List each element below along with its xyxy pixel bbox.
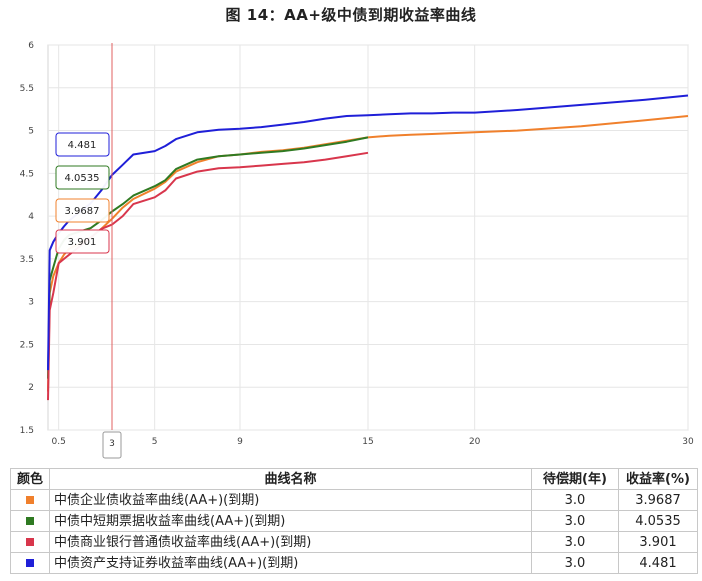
cursor-x-label: 3 xyxy=(109,439,115,449)
y-tick-label: 2.5 xyxy=(20,340,34,350)
color-swatch xyxy=(26,558,34,567)
y-tick-label: 5.5 xyxy=(20,84,34,94)
y-tick-label: 3.5 xyxy=(20,255,34,265)
y-tick-label: 6 xyxy=(28,41,34,51)
tooltip-value: 4.481 xyxy=(68,140,97,151)
y-tick-label: 5 xyxy=(28,127,34,137)
x-tick-label: 20 xyxy=(469,437,481,447)
y-tick-label: 4.5 xyxy=(20,169,34,179)
y-tick-label: 4 xyxy=(28,212,34,222)
x-tick-label: 0.5 xyxy=(52,437,66,447)
y-tick-label: 1.5 xyxy=(20,426,34,436)
x-tick-label: 30 xyxy=(682,437,694,447)
tooltip-box xyxy=(55,165,110,190)
color-swatch xyxy=(26,495,34,504)
tooltip-box xyxy=(55,132,110,157)
curve-name: 中债商业银行普通债收益率曲线(AA+)(到期) xyxy=(49,531,532,553)
table-row[interactable]: 中债企业债收益率曲线(AA+)(到期) 3.0 3.9687 xyxy=(10,489,698,511)
yield-value: 3.901 xyxy=(618,531,698,553)
table-row[interactable]: 中债中短期票据收益率曲线(AA+)(到期) 3.0 4.0535 xyxy=(10,510,698,532)
tooltip-value: 3.901 xyxy=(68,237,97,248)
y-tick-label: 3 xyxy=(28,298,34,308)
yield-value: 4.481 xyxy=(618,552,698,574)
cursor-x-label-box xyxy=(102,431,122,459)
header-yield: 收益率(%) xyxy=(618,468,698,490)
tooltip-value: 3.9687 xyxy=(65,206,100,217)
table-header-row: 颜色 曲线名称 待偿期(年) 收益率(%) xyxy=(10,468,698,490)
yield-value: 3.9687 xyxy=(618,489,698,511)
tooltip-box xyxy=(55,198,110,223)
series-line xyxy=(47,151,369,401)
curve-name: 中债资产支持证券收益率曲线(AA+)(到期) xyxy=(49,552,532,574)
term-value: 3.0 xyxy=(531,552,619,574)
header-color: 颜色 xyxy=(10,468,50,490)
term-value: 3.0 xyxy=(531,510,619,532)
curve-table: 颜色 曲线名称 待偿期(年) 收益率(%) 中债企业债收益率曲线(AA+)(到期… xyxy=(10,468,698,574)
header-term: 待偿期(年) xyxy=(531,468,619,490)
table-row[interactable]: 中债商业银行普通债收益率曲线(AA+)(到期) 3.0 3.901 xyxy=(10,531,698,553)
term-value: 3.0 xyxy=(531,531,619,553)
tooltip-box xyxy=(55,229,110,254)
header-curve-name: 曲线名称 xyxy=(49,468,532,490)
yield-value: 4.0535 xyxy=(618,510,698,532)
y-tick-label: 2 xyxy=(28,383,34,393)
curve-name: 中债中短期票据收益率曲线(AA+)(到期) xyxy=(49,510,532,532)
chart-title: 图 14：AA+级中债到期收益率曲线 xyxy=(225,6,477,24)
curve-name: 中债企业债收益率曲线(AA+)(到期) xyxy=(49,489,532,511)
color-swatch xyxy=(26,537,34,546)
x-tick-label: 9 xyxy=(237,437,243,447)
table-row[interactable]: 中债资产支持证券收益率曲线(AA+)(到期) 3.0 4.481 xyxy=(10,552,698,574)
color-swatch xyxy=(26,516,34,525)
x-tick-label: 15 xyxy=(362,437,373,447)
x-tick-label: 5 xyxy=(152,437,158,447)
yield-curve-chart[interactable]: 1.5 2 2.5 3 3.5 4 4.5 5 5.5 6 0.5 5 9 15 20 30 3 4.481 4.0… xyxy=(0,28,702,464)
term-value: 3.0 xyxy=(531,489,619,511)
tooltip-value: 4.0535 xyxy=(65,173,100,184)
